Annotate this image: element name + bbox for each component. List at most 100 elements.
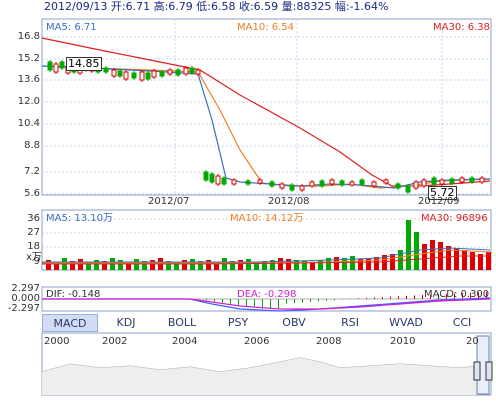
tab-psy[interactable]: PSY bbox=[227, 316, 249, 329]
volume-bar bbox=[326, 258, 331, 270]
macd-bar bbox=[246, 299, 247, 307]
volume-bar bbox=[358, 259, 363, 270]
macd-ytick: 2.297 bbox=[11, 283, 40, 294]
macd-bar bbox=[254, 299, 255, 308]
candle-body bbox=[359, 179, 365, 185]
price-ytick: 7.2 bbox=[24, 166, 40, 177]
timeline-right-handle bbox=[485, 361, 493, 381]
macd-bar bbox=[318, 299, 319, 302]
macd-dif-label: DIF: -0.148 bbox=[46, 289, 101, 300]
volume-bar bbox=[262, 261, 267, 270]
volume-bar bbox=[486, 252, 491, 270]
macd-bar bbox=[342, 299, 343, 300]
price-ma5-label: MA5: 6.71 bbox=[46, 22, 97, 33]
macd-bar bbox=[238, 299, 239, 305]
macd-bar bbox=[286, 299, 287, 304]
macd-bar bbox=[486, 291, 487, 299]
timeline-area bbox=[42, 358, 478, 395]
macd-bar bbox=[310, 299, 311, 302]
quote-header: 2012/09/13 开:6.71 高:6.79 低:6.58 收:6.59 量… bbox=[44, 0, 389, 13]
macd-ytick: -2.297 bbox=[7, 303, 40, 314]
candle-body bbox=[183, 67, 189, 75]
tab-rsi[interactable]: RSI bbox=[341, 316, 359, 329]
candle-body bbox=[167, 69, 173, 75]
volume-bar bbox=[198, 261, 203, 270]
volume-bar bbox=[54, 262, 59, 270]
volume-bar bbox=[470, 252, 475, 270]
candle-body bbox=[431, 177, 437, 185]
candle-body bbox=[103, 67, 109, 73]
timeline-year-label: 2010 bbox=[390, 336, 416, 347]
candle-body bbox=[309, 181, 315, 187]
candle-body bbox=[469, 177, 475, 183]
candle-body bbox=[195, 69, 201, 75]
macd-bar bbox=[326, 299, 327, 301]
macd-bar bbox=[206, 299, 207, 301]
tab-macd[interactable]: MACD bbox=[42, 314, 98, 332]
volume-bar bbox=[430, 240, 435, 270]
volume-bar bbox=[406, 220, 411, 270]
candle-body bbox=[269, 181, 275, 187]
candle-body bbox=[383, 179, 389, 184]
macd-bar bbox=[358, 298, 359, 299]
volume-bar bbox=[446, 246, 451, 270]
candle-body bbox=[299, 185, 305, 191]
tab-wvad[interactable]: WVAD bbox=[389, 316, 423, 329]
candle-body bbox=[339, 180, 345, 186]
candle-body bbox=[123, 71, 129, 80]
candle-body bbox=[319, 180, 325, 187]
macd-bar bbox=[478, 292, 479, 299]
macd-bar bbox=[214, 299, 215, 302]
candle-body bbox=[459, 177, 465, 183]
candle-body bbox=[349, 181, 355, 186]
volume-bar bbox=[462, 250, 467, 270]
macd-ytick: 0.000 bbox=[11, 293, 40, 304]
tab-cci[interactable]: CCI bbox=[452, 316, 472, 329]
volume-bar bbox=[102, 261, 107, 270]
candle-body bbox=[395, 183, 401, 189]
volume-ytick: 9 bbox=[33, 256, 40, 267]
timeline-year-label: 2002 bbox=[102, 336, 128, 347]
candle-body bbox=[117, 70, 123, 77]
macd-bar bbox=[398, 296, 399, 299]
macd-bar bbox=[446, 293, 447, 299]
volume-bar bbox=[46, 260, 51, 270]
volume-bar bbox=[390, 254, 395, 270]
volume-ma10-line bbox=[42, 249, 491, 264]
volume-bar bbox=[246, 259, 251, 270]
macd-bar bbox=[422, 295, 423, 299]
volume-bar bbox=[70, 261, 75, 270]
volume-bar bbox=[230, 261, 235, 270]
candle-body bbox=[231, 179, 237, 185]
macd-bar bbox=[366, 297, 367, 299]
volume-ma5-label: MA5: 13.10万 bbox=[46, 213, 114, 224]
candle-body bbox=[405, 185, 411, 193]
price-ytick: 12.0 bbox=[17, 96, 40, 107]
tab-boll[interactable]: BOLL bbox=[167, 316, 197, 329]
macd-bar bbox=[390, 296, 391, 299]
macd-bar bbox=[406, 295, 407, 299]
candle-body bbox=[215, 175, 221, 185]
candle-body bbox=[257, 179, 263, 184]
macd-bar bbox=[334, 299, 335, 301]
macd-bar bbox=[462, 293, 463, 299]
candle-body bbox=[449, 178, 455, 184]
volume-bar bbox=[382, 255, 387, 270]
price-ma10-label: MA10: 6.54 bbox=[237, 22, 295, 33]
candle-body bbox=[329, 179, 335, 185]
candle-body bbox=[221, 177, 227, 185]
macd-bar bbox=[382, 297, 383, 299]
volume-bar bbox=[182, 260, 187, 270]
price-ma30-label: MA30: 6.38 bbox=[433, 22, 491, 33]
macd-bar bbox=[270, 299, 271, 309]
macd-bar bbox=[294, 299, 295, 304]
candle-body bbox=[439, 179, 445, 185]
candle-body bbox=[175, 69, 181, 76]
tab-kdj[interactable]: KDJ bbox=[116, 316, 136, 329]
volume-bar bbox=[238, 260, 243, 270]
macd-dea-line bbox=[42, 298, 491, 310]
volume-bar bbox=[350, 256, 355, 270]
volume-ytick: 18 bbox=[27, 241, 40, 252]
tab-obv[interactable]: OBV bbox=[282, 316, 306, 329]
